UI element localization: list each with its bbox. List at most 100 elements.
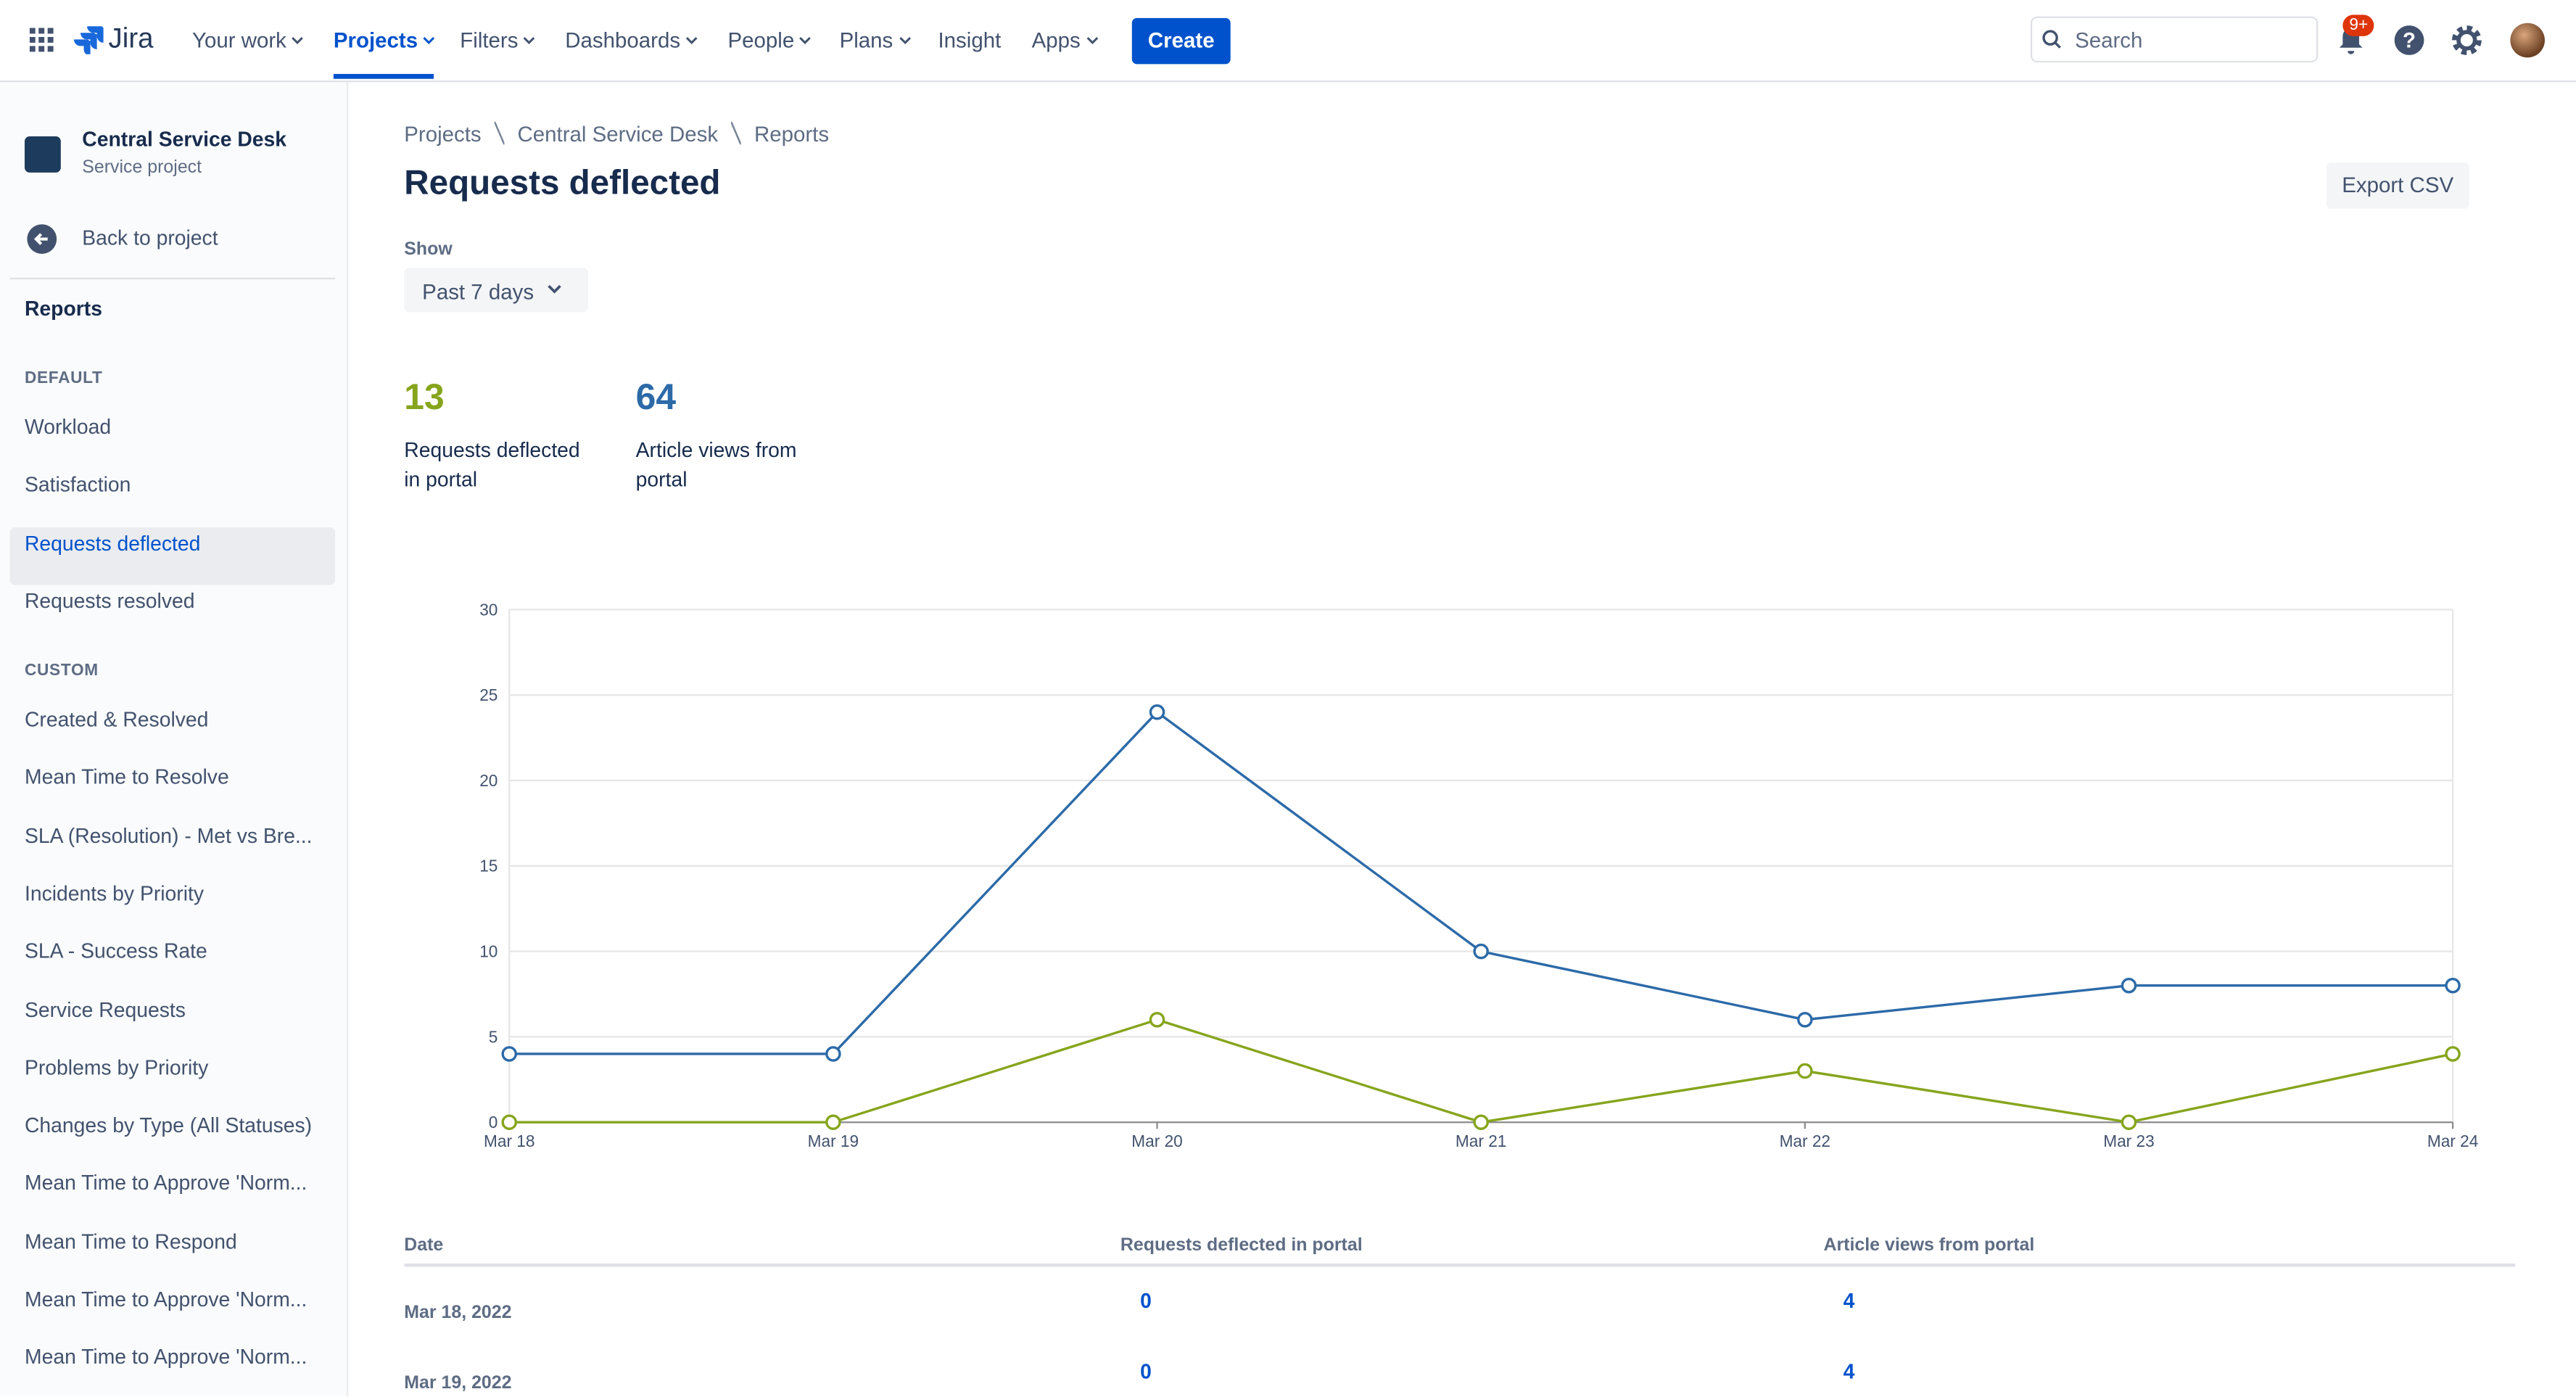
table-header: Requests deflected in portal <box>1120 1235 1363 1256</box>
x-tick-label: Mar 21 <box>1456 1132 1506 1150</box>
chevron <box>1086 37 1098 44</box>
divider <box>9 277 336 280</box>
breadcrumb[interactable]: Reports <box>754 121 830 147</box>
point <box>825 1046 841 1062</box>
sidebar-item[interactable]: Mean Time to Approve 'Norm... <box>24 1346 307 1369</box>
badge: 9+ <box>2342 15 2375 36</box>
point <box>2121 1114 2137 1130</box>
point <box>501 1046 518 1062</box>
sidebar-item[interactable]: Mean Time to Resolve <box>24 766 229 790</box>
chevron <box>524 37 536 44</box>
breadcrumb[interactable]: Central Service Desk <box>517 121 719 147</box>
table-cell[interactable]: 0 <box>1140 1360 1152 1384</box>
y-tick-label: 5 <box>489 1027 498 1046</box>
nav-item[interactable]: Insight <box>938 28 1002 53</box>
sidebar-item[interactable]: Requests resolved <box>24 590 195 614</box>
y-tick-label: 10 <box>479 942 498 961</box>
point <box>825 1114 841 1130</box>
sidebar-item[interactable]: Satisfaction <box>24 474 131 498</box>
project-type: Service project <box>82 157 202 178</box>
breadcrumb[interactable]: Projects <box>404 121 482 147</box>
breadcrumb-sep <box>731 121 741 145</box>
nav-item[interactable]: Projects <box>334 28 436 52</box>
table-header: Date <box>404 1235 444 1256</box>
app-switcher[interactable] <box>29 28 54 53</box>
sidebar-item[interactable]: Mean Time to Respond <box>24 1230 237 1253</box>
sidebar-item[interactable]: SLA (Resolution) - Met vs Bre... <box>24 824 313 847</box>
page-title: Requests deflected <box>404 164 721 202</box>
x-tick-label: Mar 19 <box>808 1132 859 1150</box>
y-tick-label: 20 <box>479 771 498 790</box>
point <box>501 1114 518 1130</box>
selected-bg <box>9 527 336 585</box>
x-tick-label: Mar 20 <box>1131 1132 1182 1150</box>
chevron <box>899 37 910 44</box>
sidebar-item[interactable]: Incidents by Priority <box>24 882 205 905</box>
nav-item[interactable]: Your work <box>192 28 305 52</box>
sidebar-item[interactable]: Mean Time to Approve 'Norm... <box>24 1172 307 1195</box>
x-tick-label: Mar 24 <box>2427 1132 2478 1150</box>
chevron <box>548 284 561 294</box>
table-cell[interactable]: 4 <box>1843 1290 1855 1313</box>
table-header: Article views from portal <box>1823 1235 2035 1256</box>
sidebar-item[interactable]: Problems by Priority <box>24 1056 209 1079</box>
sidebar-item[interactable]: Changes by Type (All Statuses) <box>24 1114 313 1137</box>
point <box>1473 1114 1489 1130</box>
stat-label: Requests deflected in portal <box>404 438 580 492</box>
y-tick-label: 30 <box>479 600 498 619</box>
sidebar-item[interactable]: Mean Time to Approve 'Norm... <box>24 1287 307 1311</box>
sidebar-item[interactable]: Created & Resolved <box>24 708 209 732</box>
show-label: Show <box>404 239 453 260</box>
table-rule <box>404 1264 2516 1267</box>
jira-logo <box>73 26 104 54</box>
project-icon <box>24 136 61 173</box>
stat-value: 13 <box>404 376 445 418</box>
point <box>1797 1012 1813 1028</box>
sidebar: Central Service Desk Service project Bac… <box>0 82 349 1397</box>
stat-label: Article views from portal <box>635 438 797 492</box>
project-name: Central Service Desk <box>82 128 287 152</box>
table-cell: Mar 19, 2022 <box>404 1373 512 1393</box>
group-heading: DEFAULT <box>24 369 103 388</box>
table-cell[interactable]: 4 <box>1843 1360 1855 1384</box>
sidebar-item[interactable]: Requests deflected <box>24 532 201 556</box>
table-cell: Mar 18, 2022 <box>404 1303 512 1323</box>
sidebar-item[interactable]: SLA - Success Rate <box>24 940 207 963</box>
chevron <box>292 37 304 44</box>
back-icon[interactable] <box>26 223 57 255</box>
series-line <box>509 710 2453 1055</box>
chevron <box>686 37 698 44</box>
group-heading: CUSTOM <box>24 662 99 680</box>
point <box>2121 977 2137 994</box>
brand: Jira <box>108 22 154 54</box>
help[interactable]: ? <box>2394 25 2425 56</box>
nav-item[interactable]: People <box>728 28 813 52</box>
avatar[interactable] <box>2510 22 2545 58</box>
section-title: Reports <box>24 297 102 321</box>
chevron <box>800 37 812 44</box>
nav-item[interactable]: Apps <box>1032 28 1099 52</box>
back-link[interactable]: Back to project <box>82 226 218 250</box>
nav-item[interactable]: Filters <box>460 28 536 52</box>
nav-item[interactable]: Plans <box>840 28 912 52</box>
search-box[interactable] <box>2030 16 2319 63</box>
nav-underline <box>333 73 434 79</box>
point <box>1473 943 1489 960</box>
export-button[interactable]: Export CSV <box>2326 162 2469 209</box>
x-tick-label: Mar 18 <box>484 1132 534 1150</box>
point <box>2445 977 2461 994</box>
sidebar-item[interactable]: Workload <box>24 416 112 439</box>
y-tick-label: 25 <box>479 685 498 704</box>
settings[interactable] <box>2451 25 2482 56</box>
create-button[interactable]: Create <box>1131 17 1231 65</box>
x-tick-label: Mar 23 <box>2103 1132 2154 1150</box>
period-value: Past 7 days <box>422 279 534 305</box>
chevron <box>424 37 435 44</box>
chart: 0 5 10 15 20 25 30 Mar 18 Mar 19 Mar 20 Mar 21 Mar … <box>479 600 2478 1150</box>
nav-item[interactable]: Dashboards <box>565 28 698 52</box>
table-cell[interactable]: 0 <box>1140 1290 1152 1313</box>
search-icon <box>2042 30 2061 49</box>
x-tick-label: Mar 22 <box>1780 1132 1830 1150</box>
sidebar-item[interactable]: Service Requests <box>24 998 186 1021</box>
